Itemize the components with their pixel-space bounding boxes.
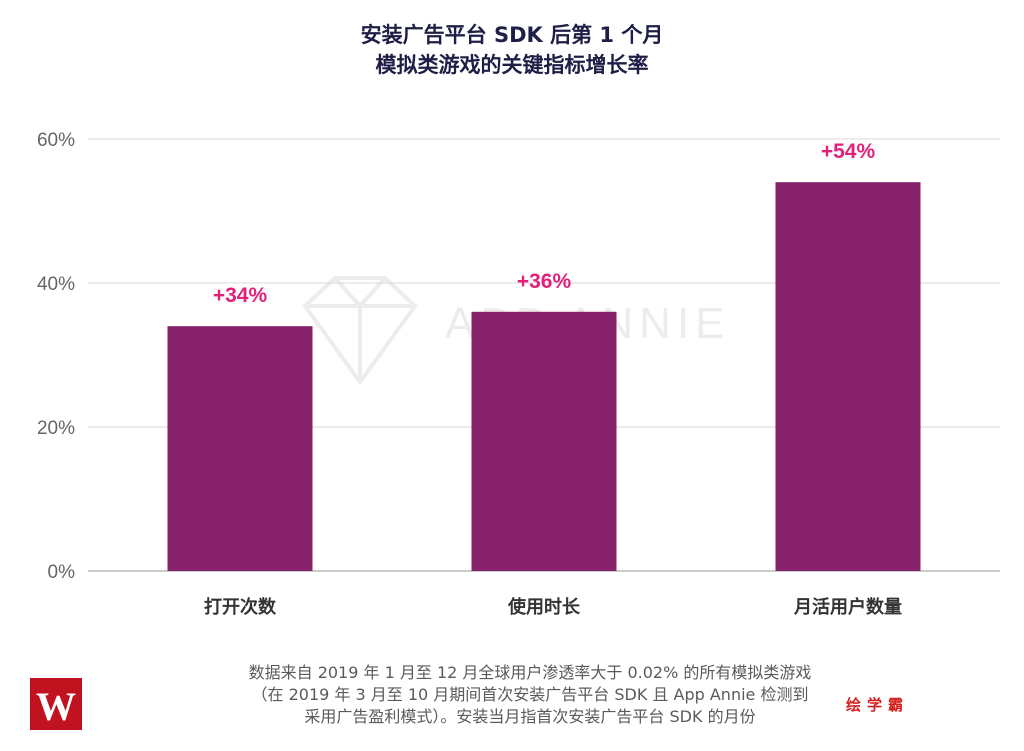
diamond-logo-icon — [302, 276, 418, 386]
footnote-line-3: 采用广告盈利模式）。安装当月指首次安装广告平台 SDK 的月份 — [304, 707, 756, 726]
bar — [775, 182, 921, 571]
bar — [471, 311, 617, 571]
x-tick-label: 打开次数 — [204, 596, 277, 618]
brand-logo: W — [30, 678, 82, 730]
data-label: +54% — [821, 140, 876, 163]
chart-title-line-2: 模拟类游戏的关键指标增长率 — [375, 53, 649, 77]
data-label: +34% — [213, 284, 268, 307]
y-tick-label: 0% — [48, 562, 76, 583]
chart-title: 安装广告平台 SDK 后第 1 个月 模拟类游戏的关键指标增长率 — [0, 20, 1024, 80]
logo-letter: W — [36, 684, 76, 729]
chart-title-line-1: 安装广告平台 SDK 后第 1 个月 — [360, 23, 664, 47]
data-label: +36% — [517, 270, 572, 293]
y-tick-label: 60% — [37, 130, 75, 151]
y-tick-label: 40% — [37, 274, 75, 295]
footnote-line-1: 数据来自 2019 年 1 月至 12 月全球用户渗透率大于 0.02% 的所有… — [248, 663, 812, 682]
footnote: 数据来自 2019 年 1 月至 12 月全球用户渗透率大于 0.02% 的所有… — [180, 662, 880, 728]
brand-text: 绘学霸 — [846, 696, 910, 714]
footnote-line-2: （在 2019 年 3 月至 10 月期间首次安装广告平台 SDK 且 App … — [251, 685, 809, 704]
x-tick-label: 月活用户数量 — [793, 596, 902, 618]
x-tick-label: 使用时长 — [507, 597, 581, 618]
bar — [167, 326, 313, 571]
y-tick-label: 20% — [37, 418, 75, 439]
bar-chart: APP ANNIE 0%20%40%60% +34%打开次数+36%使用时长+5… — [37, 130, 1000, 618]
